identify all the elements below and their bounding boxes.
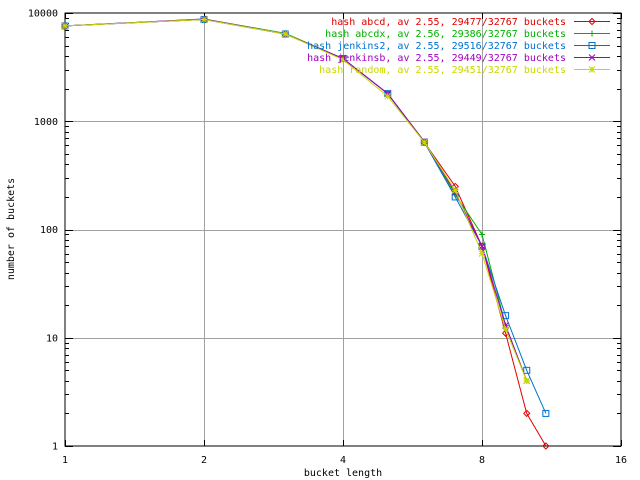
data-point <box>502 325 509 333</box>
data-point <box>451 186 459 194</box>
x-tick-label: 8 <box>479 455 485 466</box>
data-point <box>523 409 531 418</box>
data-point <box>61 22 69 30</box>
data-point <box>200 16 208 23</box>
legend-label: hash abcd, av 2.55, 29477/32767 buckets <box>331 17 566 28</box>
series-line <box>64 18 547 414</box>
series-layer <box>61 15 550 450</box>
series-line <box>64 18 528 381</box>
legend-label: hash jenkinsb, av 2.55, 29449/32767 buck… <box>307 53 566 64</box>
data-point <box>479 231 485 238</box>
data-point <box>542 409 550 417</box>
ticks: 1 2 4 8 16 1 10 100 1000 10000 <box>28 9 627 467</box>
y-tick-label: 100 <box>40 225 58 236</box>
legend-marker <box>588 42 596 49</box>
series-line <box>64 18 547 447</box>
y-tick-label: 1 <box>52 442 58 453</box>
data-point <box>281 30 289 38</box>
y-tick-label: 10000 <box>28 9 58 20</box>
legend-label: hash jenkins2, av 2.55, 29516/32767 buck… <box>307 41 566 52</box>
data-point <box>542 442 550 450</box>
legend-label: hash random, av 2.55, 29451/32767 bucket… <box>319 65 566 76</box>
x-axis-label: bucket length <box>304 468 382 479</box>
y-axis-label: number of buckets <box>6 178 17 280</box>
series-5 <box>61 16 531 385</box>
legend-marker <box>589 30 595 37</box>
x-tick-label: 2 <box>201 455 207 466</box>
data-point <box>523 377 531 385</box>
data-point <box>384 92 392 100</box>
data-point <box>523 366 531 374</box>
x-tick-label: 16 <box>615 455 627 466</box>
grid <box>65 13 621 446</box>
legend-marker <box>588 66 596 73</box>
series-3 <box>61 16 550 417</box>
x-tick-label: 1 <box>62 455 68 466</box>
x-tick-label: 4 <box>340 455 346 466</box>
data-point <box>339 56 347 64</box>
data-point <box>420 138 428 146</box>
data-point <box>478 250 486 257</box>
data-point <box>501 329 510 337</box>
y-tick-label: 10 <box>46 333 58 344</box>
y-tick-label: 1000 <box>34 117 58 128</box>
legend: hash abcd, av 2.55, 29477/32767 bucketsh… <box>307 17 610 76</box>
legend-marker <box>588 17 596 26</box>
legend-marker <box>588 54 596 61</box>
legend-label: hash abcdx, av 2.56, 29386/32767 buckets <box>325 29 566 40</box>
